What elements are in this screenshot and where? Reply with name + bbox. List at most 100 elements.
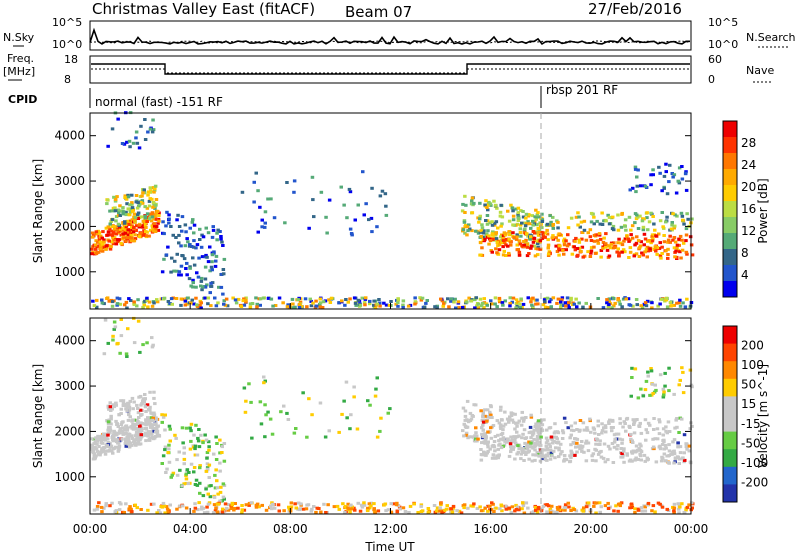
velocity-cell (677, 431, 681, 434)
velocity-cell (151, 343, 155, 347)
power-cell (675, 214, 679, 218)
velocity-cell (486, 415, 490, 418)
xtick-label: 16:00 (473, 522, 508, 536)
power-cell (533, 220, 537, 224)
velocity-cell (310, 507, 314, 511)
velocity-cell (242, 386, 247, 390)
velocity-cell (205, 451, 210, 454)
power-cell (135, 206, 140, 210)
velocity-cell (152, 423, 156, 427)
velocity-cell (218, 451, 222, 455)
velocity-cell (612, 445, 617, 449)
power-cell (132, 212, 137, 216)
velocity-cell (658, 373, 663, 377)
power-cell (256, 189, 260, 193)
velocity-cell (607, 422, 611, 425)
power-cell (492, 199, 496, 203)
power-cell (642, 232, 647, 236)
power-cell (589, 249, 594, 253)
power-cell (672, 246, 677, 250)
velocity-ytick-label: 1000 (54, 470, 85, 484)
power-cell (205, 255, 209, 259)
power-colorbar-tick: 4 (741, 268, 749, 282)
power-cell (537, 228, 542, 232)
power-cell (208, 245, 212, 249)
velocity-cell (124, 439, 128, 443)
velocity-cell (148, 408, 152, 412)
velocity-cell (496, 447, 500, 451)
velocity-cell (497, 453, 501, 457)
velocity-cell (337, 430, 341, 434)
power-cell (200, 288, 204, 292)
power-cell (384, 303, 389, 307)
power-cell (589, 246, 594, 250)
power-cell (123, 194, 127, 198)
power-cell (531, 306, 535, 310)
velocity-cell (609, 426, 614, 429)
velocity-cell (171, 471, 176, 475)
velocity-cell (112, 320, 117, 324)
velocity-cell (581, 421, 586, 425)
velocity-cell (137, 395, 141, 399)
power-cell (116, 238, 120, 242)
power-cell (110, 300, 115, 304)
power-cell (463, 194, 467, 198)
power-cell (639, 184, 643, 188)
power-cell (514, 237, 519, 241)
power-cell (162, 232, 166, 236)
power-cell (132, 300, 136, 304)
velocity-cell (148, 405, 152, 409)
power-cell (625, 234, 629, 238)
velocity-cell (652, 428, 656, 431)
velocity-cell (498, 507, 502, 511)
velocity-cell (206, 440, 211, 444)
power-colorbar-tick: 24 (741, 158, 756, 172)
power-cell (147, 234, 151, 238)
power-cell (502, 249, 506, 253)
power-cell (670, 223, 674, 227)
velocity-cell (513, 441, 518, 445)
power-cell (199, 306, 203, 310)
velocity-cell (632, 431, 637, 435)
power-cell (100, 301, 105, 305)
velocity-cell (670, 451, 675, 454)
velocity-cell (226, 503, 231, 506)
power-cell (600, 223, 605, 226)
power-cell (143, 299, 147, 303)
velocity-cell (685, 442, 689, 446)
velocity-cell (99, 505, 104, 509)
power-cell (664, 162, 668, 166)
velocity-cell (129, 425, 133, 429)
power-cell (318, 305, 323, 309)
power-cell (515, 233, 519, 237)
power-cell (134, 228, 138, 232)
velocity-cell (480, 426, 484, 430)
velocity-cell (95, 507, 99, 511)
power-cell (156, 228, 161, 232)
power-cell (90, 247, 94, 251)
power-cell (667, 180, 671, 184)
power-cell (620, 211, 624, 215)
velocity-cell (166, 510, 170, 514)
velocity-cell (534, 506, 538, 509)
power-cell (95, 305, 99, 309)
velocity-cell (672, 461, 676, 465)
velocity-cell (650, 509, 654, 513)
velocity-cell (218, 438, 222, 442)
power-cell (630, 224, 635, 228)
velocity-cell (134, 443, 138, 447)
velocity-cell (184, 506, 189, 510)
velocity-cell (263, 403, 267, 407)
power-cell (596, 241, 600, 245)
velocity-cell (624, 417, 629, 421)
velocity-cell (488, 508, 492, 512)
velocity-cell (677, 507, 681, 511)
velocity-cell (629, 432, 633, 436)
velocity-cell (353, 508, 357, 512)
velocity-cell (526, 506, 530, 510)
power-cell (194, 285, 198, 289)
power-cell (671, 238, 675, 242)
power-cell (396, 297, 400, 301)
power-cell (255, 302, 259, 306)
xtick-label: 08:00 (273, 522, 308, 536)
